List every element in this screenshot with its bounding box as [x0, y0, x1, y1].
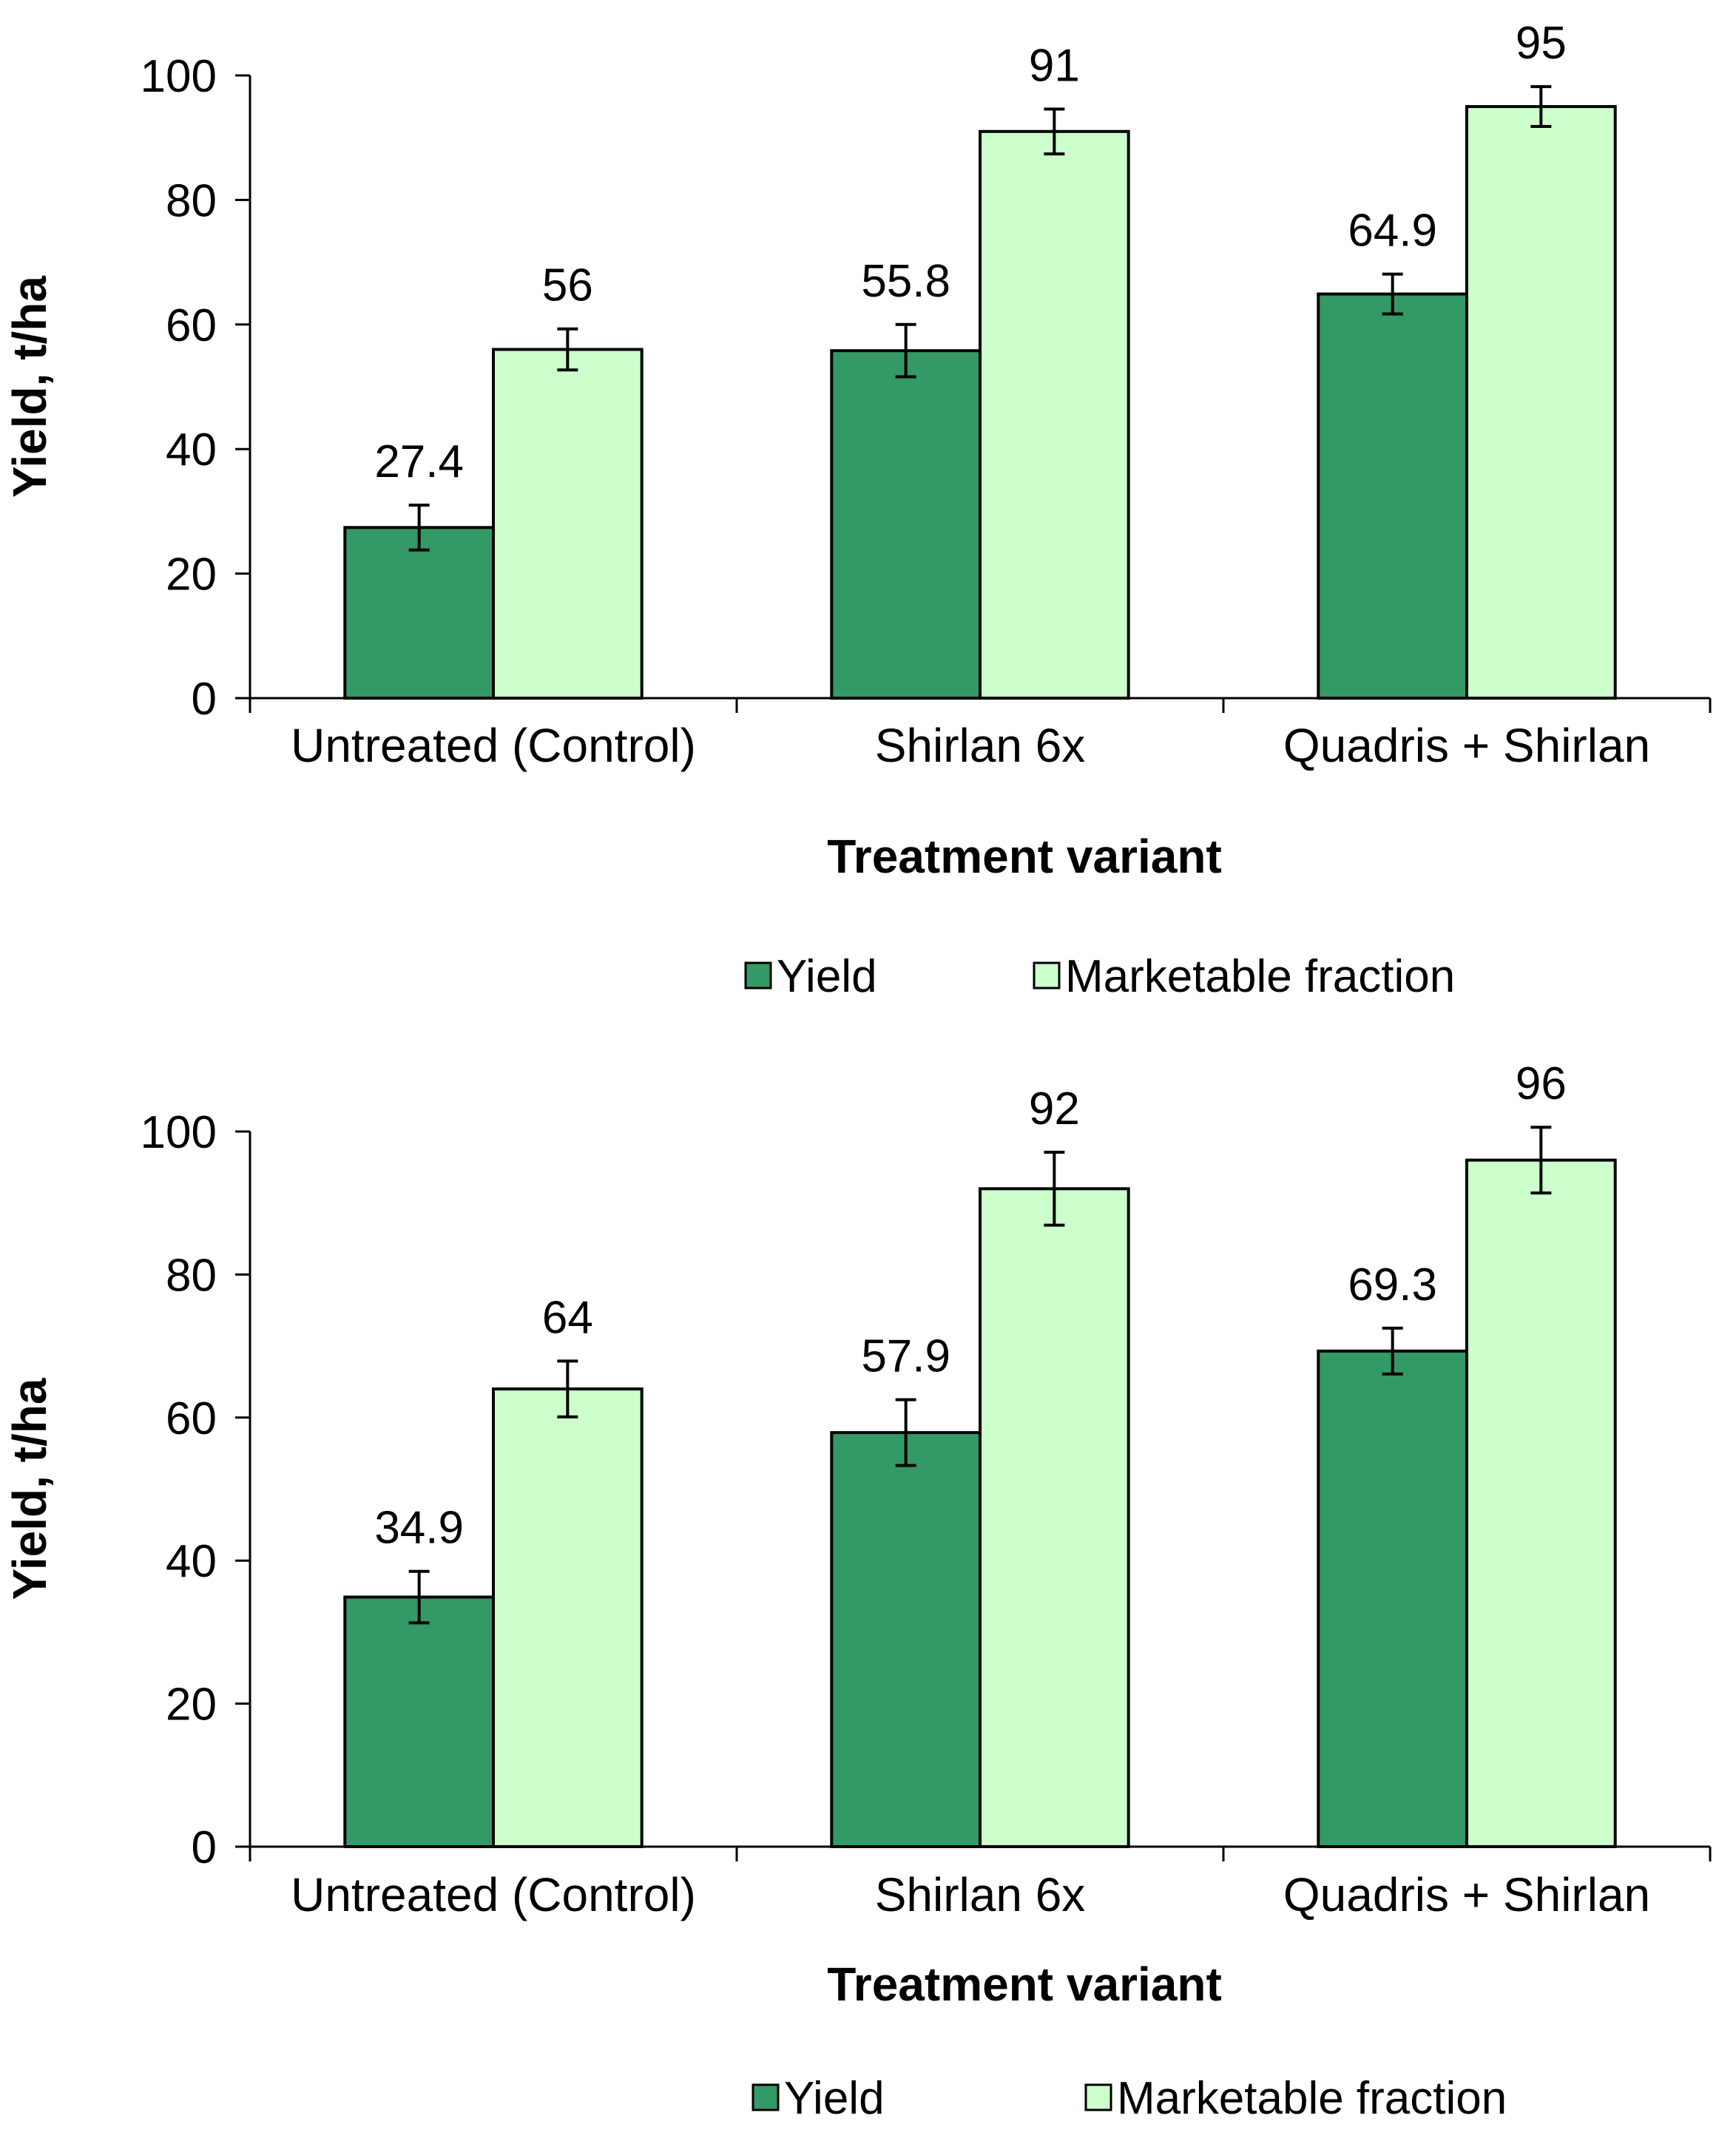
chart0-legend-swatch-marketable: [1033, 961, 1061, 990]
chart1-y-tick-label: 60: [166, 1393, 217, 1444]
chart0-legend-swatch-yield: [744, 961, 772, 990]
chart1-y-tick-label: 100: [141, 1107, 217, 1158]
chart1-bar-yield: [1317, 1349, 1469, 1848]
chart1-legend-swatch-yield: [752, 2083, 780, 2111]
chart0-category-label: Quadris + Shirlan: [1283, 719, 1650, 772]
chart0-y-tick-label: 20: [166, 549, 217, 601]
chart1-bar-marketable: [1465, 1158, 1617, 1848]
chart0-category-label: Untreated (Control): [291, 719, 696, 772]
chart1-y-tick-label: 20: [166, 1680, 217, 1731]
chart1-data-label: 64: [542, 1292, 593, 1343]
chart-top: 0 20 40 60 80 100 27.4 56 Untreated (Control) 55.…: [0, 0, 1736, 1050]
chart1-category-label: Quadris + Shirlan: [1283, 1868, 1650, 1921]
chart-bottom: 0 20 40 60 80 100 34.9 64 Untreated (Control) 57.…: [0, 1050, 1736, 2141]
chart1-category-label: Shirlan 6x: [875, 1868, 1086, 1921]
chart0-bar-yield: [343, 526, 495, 700]
chart1-data-label: 69.3: [1348, 1259, 1437, 1310]
chart0-data-label: 55.8: [861, 256, 950, 307]
chart1-bar-yield: [830, 1431, 982, 1848]
chart1-data-label: 92: [1029, 1083, 1080, 1134]
chart0-data-label: 91: [1029, 40, 1080, 91]
chart0-y-tick-label: 100: [141, 51, 217, 102]
chart0-legend-label: Yield: [777, 951, 877, 1002]
chart0-y-tick-label: 40: [166, 425, 217, 476]
chart0-bar-marketable: [492, 348, 644, 700]
chart0-bar-yield: [830, 349, 982, 700]
chart1-bar-marketable: [979, 1187, 1130, 1849]
chart1-y-tick-label: 0: [192, 1822, 217, 1873]
chart0-y-tick-label: 0: [192, 674, 217, 725]
chart1-data-label: 57.9: [861, 1331, 950, 1382]
chart1-legend-label: Yield: [784, 2073, 885, 2124]
chart1-y-tick-label: 40: [166, 1536, 217, 1587]
chart1-y-axis-title: Yield, t/ha: [3, 1378, 56, 1600]
chart0-legend-label: Marketable fraction: [1065, 951, 1455, 1002]
chart0-bar-marketable: [979, 129, 1130, 700]
chart0-bar-yield: [1317, 292, 1469, 700]
chart1-bar-yield: [343, 1595, 495, 1849]
chart0-x-axis-title: Treatment variant: [827, 830, 1222, 883]
chart1-legend-label: Marketable fraction: [1117, 2073, 1507, 2124]
chart1-bar-marketable: [492, 1387, 644, 1848]
chart1-y-tick-label: 80: [166, 1250, 217, 1301]
chart1-data-label: 96: [1516, 1058, 1567, 1109]
chart1-data-label: 34.9: [374, 1503, 464, 1554]
chart1-category-label: Untreated (Control): [291, 1868, 696, 1921]
chart-bottom-svg: 0 20 40 60 80 100 34.9 64 Untreated (Control) 57.…: [3, 1058, 1712, 2124]
chart1-x-axis-title: Treatment variant: [827, 1958, 1222, 2011]
chart0-data-label: 56: [542, 260, 593, 311]
chart-top-svg: 0 20 40 60 80 100 27.4 56 Untreated (Control) 55.…: [3, 18, 1712, 1002]
chart0-y-tick-label: 60: [166, 300, 217, 351]
chart1-legend-swatch-marketable: [1084, 2083, 1112, 2111]
chart0-data-label: 27.4: [374, 436, 464, 487]
chart0-y-tick-label: 80: [166, 175, 217, 226]
chart0-data-label: 64.9: [1348, 206, 1437, 257]
chart0-bar-marketable: [1465, 105, 1617, 700]
chart0-category-label: Shirlan 6x: [875, 719, 1086, 772]
chart0-data-label: 95: [1516, 18, 1567, 69]
chart0-y-axis-title: Yield, t/ha: [3, 276, 56, 498]
